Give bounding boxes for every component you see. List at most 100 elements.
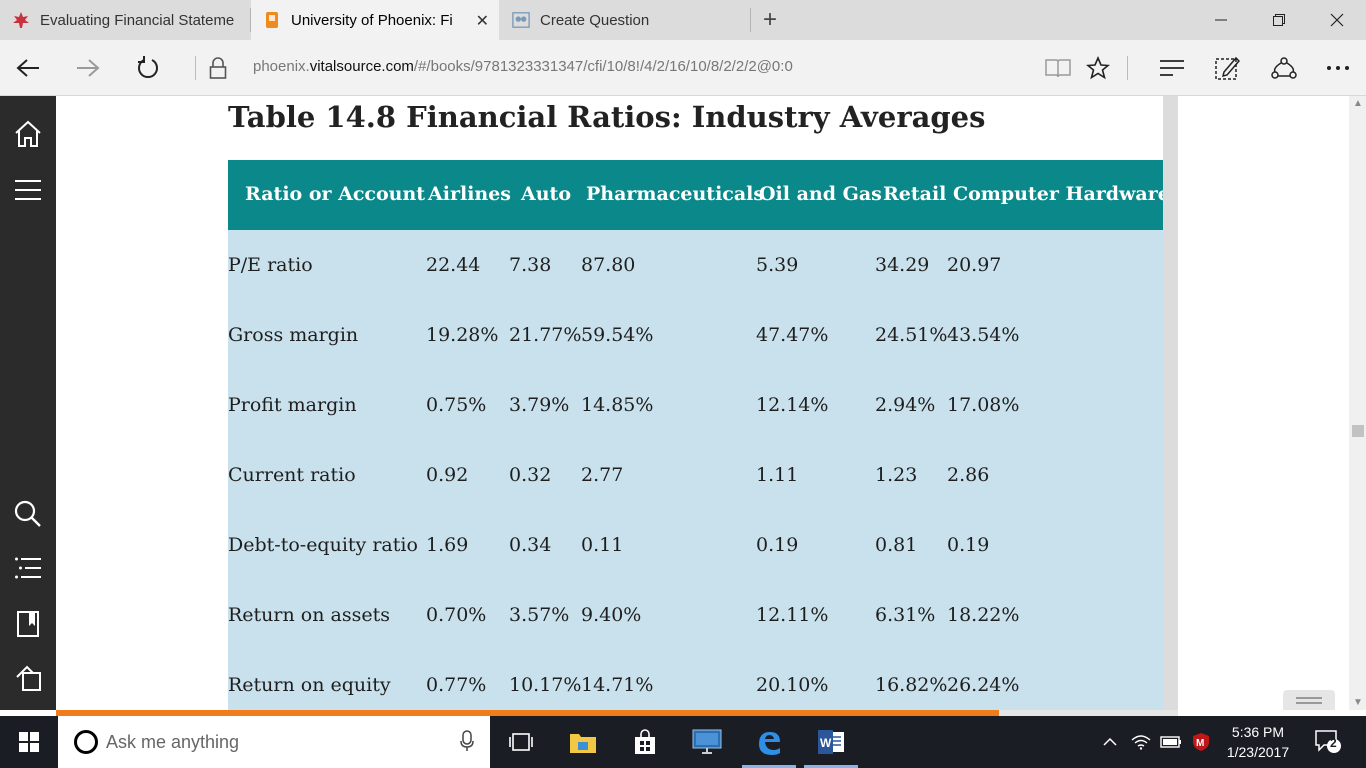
tab-bar: Evaluating Financial Stateme University … (0, 0, 1366, 40)
vertical-scrollbar[interactable]: ▲ ▼ (1349, 96, 1366, 710)
web-note-icon[interactable] (1207, 48, 1247, 88)
bookmark-icon[interactable] (8, 604, 48, 644)
scroll-thumb[interactable] (1352, 425, 1364, 437)
cortana-icon (74, 730, 98, 754)
url-prefix: phoenix. (253, 58, 310, 75)
word-icon[interactable]: W (802, 716, 860, 768)
edge-browser-icon[interactable] (740, 716, 798, 768)
back-arrow-icon[interactable] (8, 48, 48, 88)
more-options-icon[interactable] (1318, 48, 1358, 88)
table-header: Ratio or Account Airlines Auto Pharmaceu… (228, 160, 1170, 230)
scroll-down-icon[interactable]: ▼ (1353, 697, 1363, 708)
remote-desktop-icon[interactable] (678, 716, 736, 768)
table-cell: 2.86 (947, 464, 990, 486)
tab-evaluating-financial[interactable]: Evaluating Financial Stateme (0, 0, 250, 40)
url-path: /#/books/9781323331347/cfi/10/8!/4/2/16/… (413, 58, 793, 75)
table-cell: 43.54% (947, 324, 1020, 346)
table-cell: 0.34 (509, 534, 552, 556)
table-cell: 18.22% (947, 604, 1020, 626)
page-gutter (1163, 96, 1178, 710)
tab-label: Create Question (540, 11, 650, 29)
forward-arrow-icon[interactable] (68, 48, 108, 88)
table-cell: 10.17% (509, 674, 582, 696)
right-margin (1178, 96, 1366, 710)
menu-icon[interactable] (8, 170, 48, 210)
restore-icon[interactable] (1250, 0, 1308, 40)
header-computer-hardware: Computer Hardware (953, 183, 1170, 205)
refresh-icon[interactable] (128, 48, 168, 88)
scroll-up-icon[interactable]: ▲ (1353, 98, 1363, 109)
system-clock[interactable]: 5:36 PM 1/23/2017 (1216, 722, 1300, 762)
svg-text:M: M (1196, 738, 1204, 749)
url-field[interactable]: phoenix.vitalsource.com/#/books/97813233… (253, 58, 793, 75)
table-cell: 1.11 (756, 464, 799, 486)
row-label: Gross margin (228, 324, 359, 346)
table-cell: 47.47% (756, 324, 829, 346)
lock-icon (198, 48, 238, 88)
new-tab-icon[interactable]: + (762, 6, 777, 33)
table-cell: 20.10% (756, 674, 829, 696)
header-airlines: Airlines (428, 183, 512, 205)
search-icon[interactable] (8, 494, 48, 534)
tab-create-question[interactable]: Create Question (500, 0, 750, 40)
table-cell: 9.40% (581, 604, 642, 626)
table-cell: 14.85% (581, 394, 654, 416)
close-tab-icon[interactable]: ✕ (475, 13, 489, 30)
notes-drawer-handle[interactable] (1283, 690, 1335, 710)
close-window-icon[interactable] (1308, 0, 1366, 40)
table-cell: 0.75% (426, 394, 487, 416)
table-cell: 1.23 (875, 464, 918, 486)
tab-label: Evaluating Financial Stateme (40, 11, 235, 29)
table-cell: 3.79% (509, 394, 570, 416)
financial-ratios-table: Ratio or Account Airlines Auto Pharmaceu… (228, 160, 1170, 710)
table-cell: 2.94% (875, 394, 936, 416)
hub-icon[interactable] (1152, 48, 1192, 88)
header-auto: Auto (521, 183, 572, 205)
table-cell: 59.54% (581, 324, 654, 346)
table-cell: 2.77 (581, 464, 624, 486)
table-row: Debt-to-equity ratio 1.69 0.34 0.11 0.19 0.81… (228, 510, 1163, 580)
battery-icon[interactable] (1157, 716, 1185, 768)
question-icon (512, 11, 530, 29)
table-cell: 0.19 (947, 534, 990, 556)
table-cell: 20.97 (947, 254, 1002, 276)
table-row: Return on assets 0.70% 3.57% 9.40% 12.11% 6.3… (228, 580, 1163, 650)
table-cell: 5.39 (756, 254, 799, 276)
share-icon[interactable] (1264, 48, 1304, 88)
row-label: Profit margin (228, 394, 357, 416)
table-of-contents-icon[interactable] (8, 548, 48, 588)
microphone-icon[interactable] (460, 730, 474, 757)
flashcards-icon[interactable] (8, 658, 48, 698)
row-label: P/E ratio (228, 254, 313, 276)
action-center-icon[interactable]: 2 (1308, 716, 1348, 768)
minimize-icon[interactable] (1192, 0, 1250, 40)
notification-count: 2 (1330, 736, 1337, 750)
tab-university-of-phoenix[interactable]: University of Phoenix: Fi ✕ (251, 0, 499, 40)
table-row: Return on equity 0.77% 10.17% 14.71% 20.10% 1… (228, 650, 1163, 710)
address-bar: phoenix.vitalsource.com/#/books/97813233… (0, 40, 1366, 96)
wifi-icon[interactable] (1128, 716, 1154, 768)
table-cell: 17.08% (947, 394, 1020, 416)
row-label: Current ratio (228, 464, 356, 486)
table-row: Profit margin 0.75% 3.79% 14.85% 12.14% 2.94%… (228, 370, 1163, 440)
favorite-star-icon[interactable] (1078, 48, 1118, 88)
cortana-search-box[interactable]: Ask me anything (58, 716, 490, 768)
task-view-icon[interactable] (492, 716, 550, 768)
mcafee-shield-icon[interactable]: M (1187, 716, 1215, 768)
table-cell: 3.57% (509, 604, 570, 626)
store-icon[interactable] (616, 716, 674, 768)
home-icon[interactable] (8, 114, 48, 154)
reading-progress-bar[interactable] (56, 710, 1366, 716)
reading-progress-fill (56, 710, 1000, 716)
maple-leaf-icon (12, 11, 30, 29)
reader-page: Table 14.8 Financial Ratios: Industry Av… (56, 96, 1178, 710)
windows-start-icon[interactable] (0, 716, 58, 768)
reading-view-icon[interactable] (1038, 48, 1078, 88)
table-cell: 12.14% (756, 394, 829, 416)
file-explorer-icon[interactable] (554, 716, 612, 768)
row-label: Return on assets (228, 604, 390, 626)
table-cell: 12.11% (756, 604, 829, 626)
show-hidden-icons-icon[interactable] (1098, 716, 1122, 768)
table-cell: 24.51% (875, 324, 948, 346)
reader-sidebar (0, 96, 56, 710)
